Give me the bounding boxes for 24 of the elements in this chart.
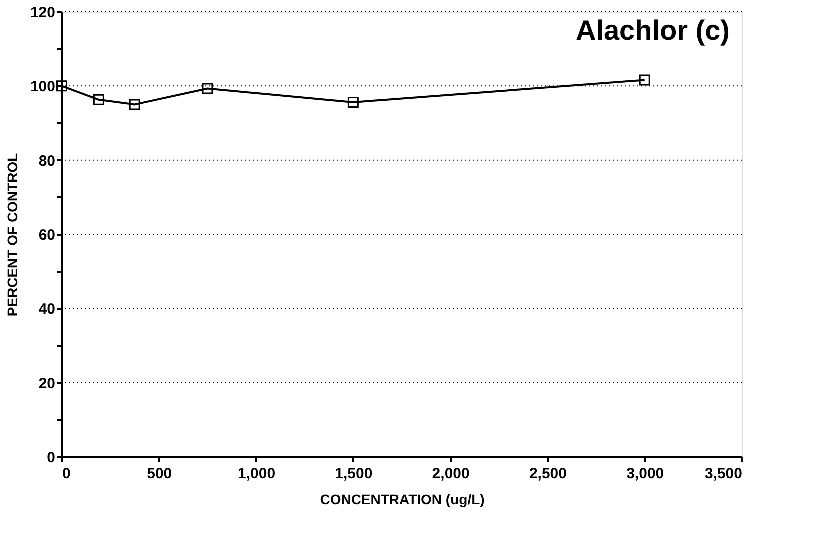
- x-axis-title: CONCENTRATION (ug/L): [320, 492, 485, 508]
- x-tick-label: 2,000: [432, 466, 470, 482]
- x-tick-label: 3,500: [704, 466, 742, 482]
- y-tick-label: 80: [38, 152, 56, 170]
- x-tick-label: 1,000: [238, 466, 276, 482]
- chart-title: Alachlor (c): [576, 15, 730, 46]
- y-tick-label: 20: [38, 375, 56, 392]
- y-tick-label: 100: [30, 78, 56, 96]
- x-tick-label: 2,500: [529, 466, 567, 482]
- y-tick-label: 40: [38, 301, 56, 318]
- x-tick-label: 1,500: [335, 466, 373, 482]
- x-tick-label: 3,000: [626, 466, 664, 482]
- y-axis-title: PERCENT OF CONTROL: [4, 152, 20, 317]
- point: [129, 99, 140, 110]
- point: [56, 80, 68, 92]
- y-tick-label: 0: [47, 450, 56, 466]
- x-tick-label: 500: [147, 466, 172, 482]
- point: [93, 94, 104, 106]
- point: [639, 74, 650, 86]
- point: [348, 96, 359, 108]
- point: [202, 83, 214, 94]
- x-tick-label: 0: [62, 466, 71, 482]
- y-tick-label: 120: [30, 4, 56, 22]
- y-tick-label: 60: [38, 227, 56, 244]
